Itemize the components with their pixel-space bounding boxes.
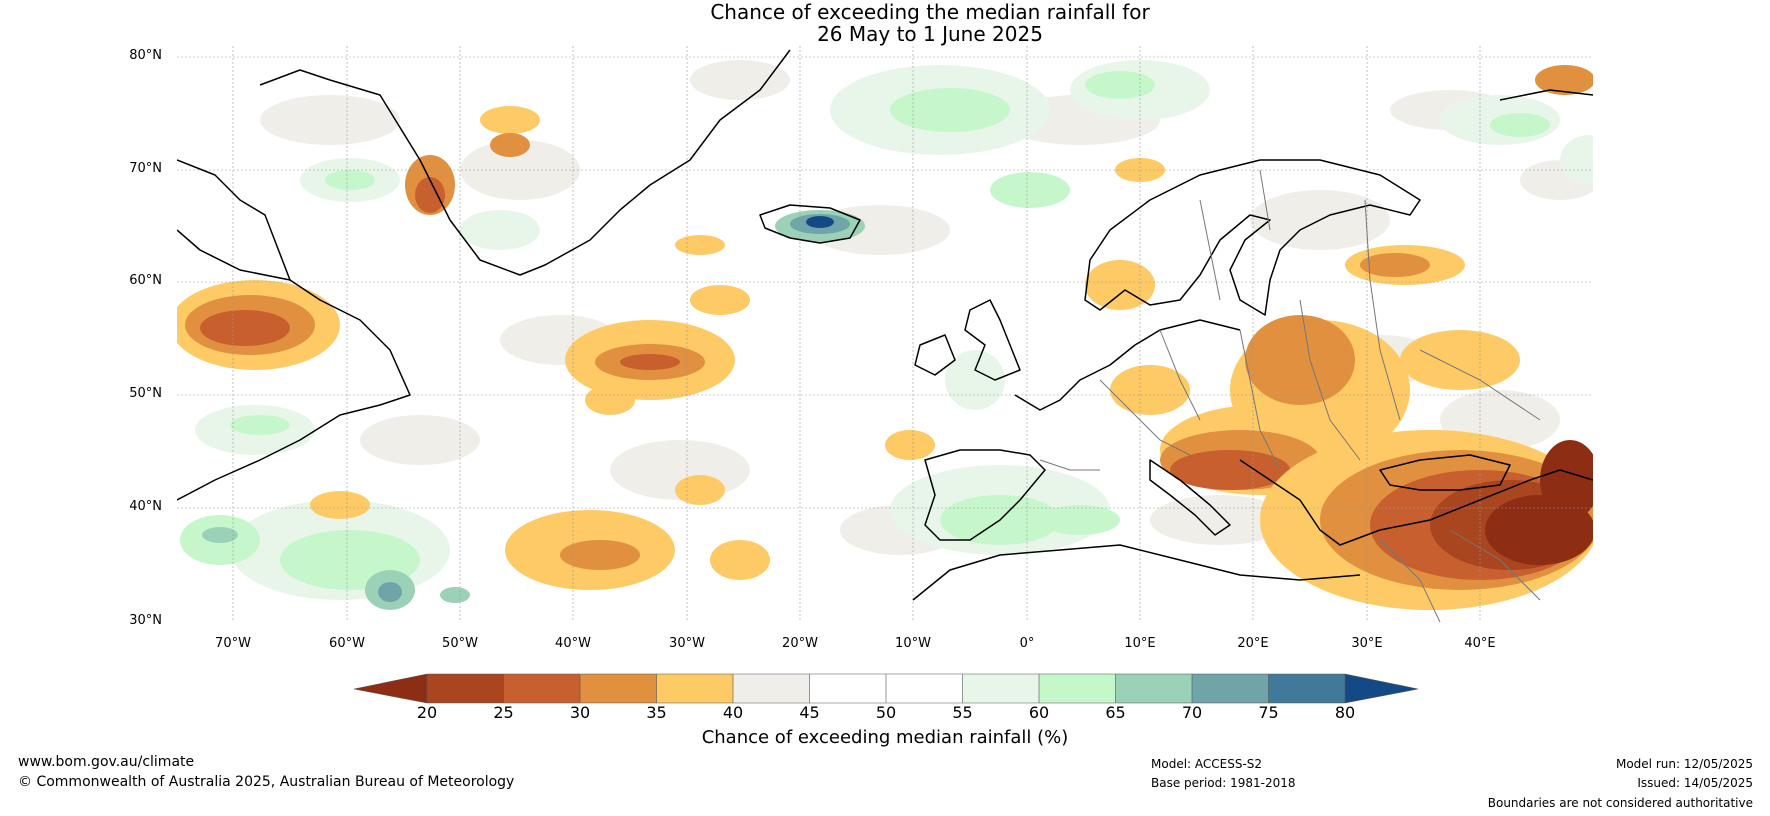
colorbar-bin-35-40 xyxy=(656,674,733,703)
lon-label-20e: 20°E xyxy=(1237,636,1269,651)
colorbar-bin-70-75 xyxy=(1192,674,1269,703)
lat-label-60n: 60°N xyxy=(129,273,162,288)
colorbar-tick-20: 20 xyxy=(416,703,438,722)
europe-west-coast xyxy=(1014,319,1241,411)
colorbar xyxy=(353,673,1419,704)
lat-label-30n: 30°N xyxy=(129,613,162,628)
colorbar-tick-70: 70 xyxy=(1181,703,1203,722)
footer-model-run: Model run: 12/05/2025 xyxy=(1615,757,1753,771)
country-borders xyxy=(1039,169,1541,622)
colorbar-bin-55-60 xyxy=(962,674,1039,703)
britain-coast xyxy=(964,299,1021,381)
lon-label-30e: 30°E xyxy=(1351,636,1383,651)
colorbar-tick-65: 65 xyxy=(1105,703,1126,722)
labrador-coast xyxy=(177,229,291,281)
lat-label-70n: 70°N xyxy=(129,161,162,176)
ireland-coast xyxy=(914,334,956,376)
colorbar-bin-30-35 xyxy=(580,674,657,703)
colorbar-tick-35: 35 xyxy=(646,703,667,722)
black-sea-coast xyxy=(1379,454,1511,491)
colorbar-tick-25: 25 xyxy=(493,703,514,722)
greenland-east xyxy=(259,69,331,86)
lon-label-20w: 20°W xyxy=(782,636,818,651)
novaya-coast xyxy=(1499,89,1593,101)
lon-label-10w: 10°W xyxy=(895,636,931,651)
map-title-line1: Chance of exceeding the median rainfall … xyxy=(710,0,1150,24)
colorbar-bin-20-25 xyxy=(427,674,504,703)
iceland-anomaly xyxy=(775,210,865,242)
map-area xyxy=(177,46,1593,622)
footer-url[interactable]: www.bom.gov.au/climate xyxy=(18,754,195,770)
lon-label-60w: 60°W xyxy=(329,636,365,651)
footer-disclaimer: Boundaries are not considered authoritat… xyxy=(1487,796,1753,810)
lon-label-40w: 40°W xyxy=(555,636,591,651)
colorbar-bin-60-65 xyxy=(1039,674,1116,703)
lat-label-80n: 80°N xyxy=(129,48,162,63)
italy-coast xyxy=(1149,459,1231,536)
colorbar-tick-55: 55 xyxy=(952,703,973,722)
iceland-coast xyxy=(759,204,861,244)
footer-copyright: © Commonwealth of Australia 2025, Austra… xyxy=(18,774,515,790)
map-title-line2: 26 May to 1 June 2025 xyxy=(817,22,1043,46)
lon-label-50w: 50°W xyxy=(442,636,478,651)
footer-base-period: Base period: 1981-2018 xyxy=(1151,776,1296,790)
colorbar-tick-50: 50 xyxy=(875,703,897,722)
colorbar-bin-40-45 xyxy=(733,674,810,703)
lon-label-70w: 70°W xyxy=(215,636,251,651)
wetter-patches xyxy=(180,60,1593,610)
scandinavia-coast xyxy=(1084,159,1421,316)
colorbar-bin-75-80 xyxy=(1268,674,1345,703)
colorbar-tick-45: 45 xyxy=(799,703,820,722)
footer-issued: Issued: 14/05/2025 xyxy=(1637,776,1753,790)
colorbar-extend-high xyxy=(1345,674,1418,703)
balkans-coast xyxy=(1239,459,1593,546)
colorbar-bin-45-50 xyxy=(809,674,886,703)
drier-patches xyxy=(177,65,1593,610)
north-africa-coast xyxy=(912,544,1361,601)
lon-label-0: 0° xyxy=(1019,636,1035,651)
colorbar-bin-50-55 xyxy=(886,674,963,703)
lon-label-40e: 40°E xyxy=(1464,636,1496,651)
colorbar-label: Chance of exceeding median rainfall (%) xyxy=(701,727,1069,748)
lon-label-30w: 30°W xyxy=(669,636,705,651)
colorbar-bin-65-70 xyxy=(1115,674,1192,703)
iberia-coast xyxy=(924,449,1046,541)
lon-label-10e: 10°E xyxy=(1124,636,1156,651)
coastlines xyxy=(177,49,1593,601)
colorbar-tick-30: 30 xyxy=(569,703,591,722)
lat-label-50n: 50°N xyxy=(129,386,162,401)
colorbar-extend-low xyxy=(354,674,427,703)
colorbar-tick-60: 60 xyxy=(1028,703,1050,722)
lat-label-40n: 40°N xyxy=(129,499,162,514)
footer-model: Model: ACCESS-S2 xyxy=(1151,757,1263,771)
colorbar-bin-25-30 xyxy=(503,674,580,703)
colorbar-tick-75: 75 xyxy=(1258,703,1279,722)
canada-coast xyxy=(177,159,411,501)
colorbar-tick-40: 40 xyxy=(722,703,744,722)
greenland-coast xyxy=(329,49,791,276)
colorbar-tick-80: 80 xyxy=(1334,703,1356,722)
